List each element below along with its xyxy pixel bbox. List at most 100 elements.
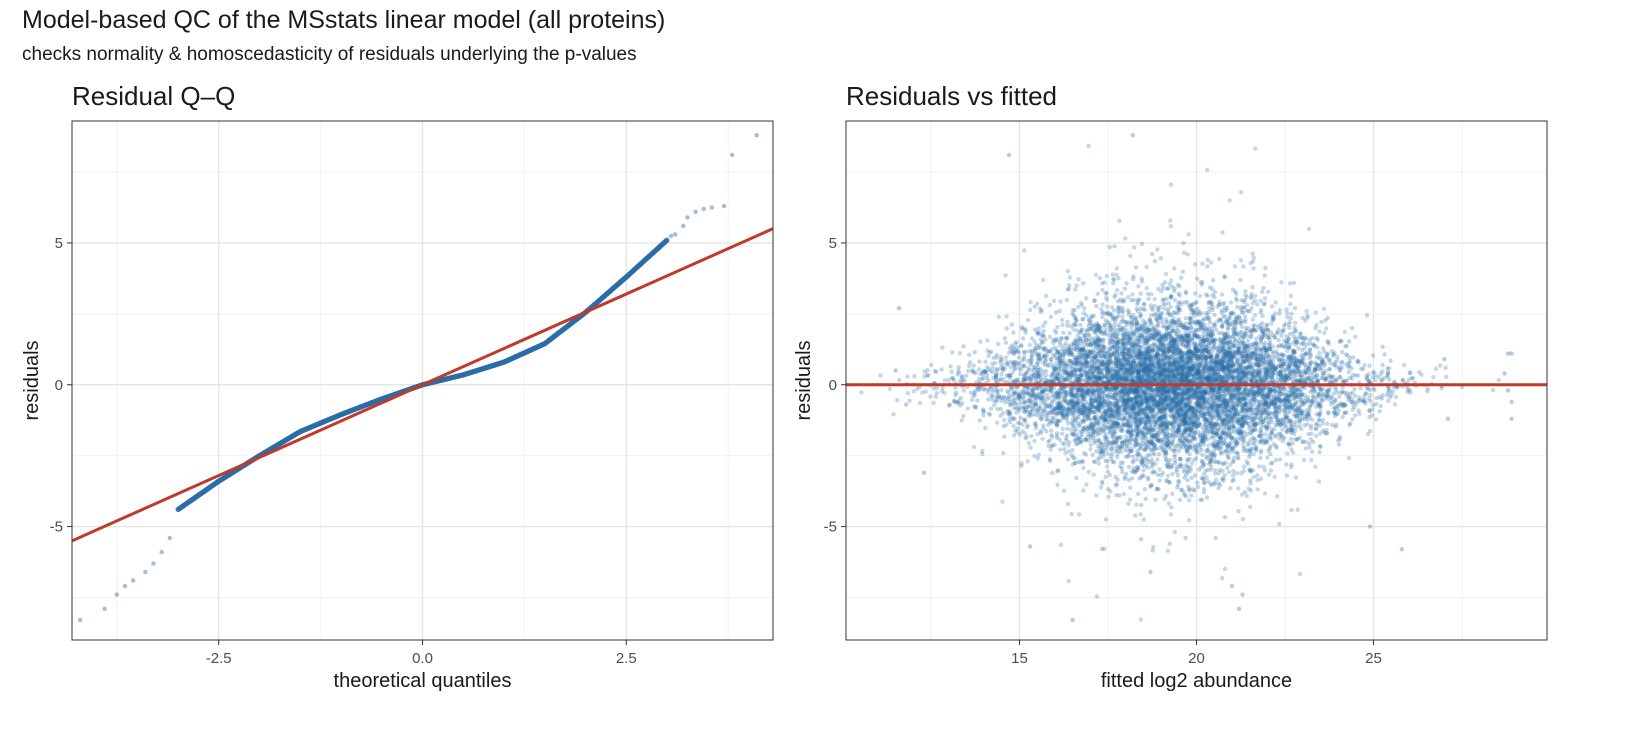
- rf-point: [1251, 266, 1256, 271]
- rf-point: [1189, 438, 1195, 443]
- rf-point: [1226, 323, 1232, 328]
- rf-point: [1184, 344, 1189, 349]
- rf-point: [1095, 377, 1101, 382]
- rf-point: [1041, 277, 1046, 283]
- rf-point: [1197, 445, 1203, 450]
- rf-point: [1220, 576, 1225, 581]
- rf-point: [1286, 344, 1291, 350]
- rf-point: [1154, 330, 1159, 336]
- rf-point: [1241, 395, 1246, 401]
- rf-point: [1183, 443, 1188, 448]
- rf-point: [1206, 375, 1212, 381]
- rf-point: [1172, 386, 1178, 391]
- rf-point: [1187, 396, 1192, 401]
- rf-point: [1022, 364, 1027, 369]
- rf-point: [1187, 487, 1193, 492]
- rf-point: [1083, 405, 1088, 411]
- rf-point: [1225, 369, 1231, 374]
- rf-point: [1054, 347, 1059, 353]
- rf-point: [1159, 316, 1164, 321]
- rf-point: [1184, 365, 1190, 371]
- rf-point: [1291, 360, 1296, 365]
- rf-point: [1258, 379, 1264, 385]
- rf-point: [1157, 315, 1163, 320]
- rf-point: [1211, 378, 1216, 383]
- rf-point: [1176, 370, 1182, 375]
- rf-point: [1249, 355, 1254, 360]
- rf-point: [1035, 374, 1041, 380]
- rf-point: [1136, 374, 1141, 379]
- rf-point: [1126, 418, 1131, 424]
- rf-point: [1128, 338, 1134, 343]
- rf-point: [1193, 448, 1199, 453]
- rf-point: [982, 369, 988, 374]
- rf-point: [1222, 374, 1227, 380]
- rf-point: [1240, 369, 1246, 374]
- rf-point: [1175, 410, 1180, 415]
- rf-point: [1225, 363, 1231, 368]
- rf-point: [952, 398, 957, 404]
- rf-point: [1196, 388, 1201, 393]
- rf-point: [1245, 353, 1250, 358]
- rf-point: [1072, 438, 1077, 443]
- rf-point: [1212, 393, 1218, 399]
- rf-point: [1227, 364, 1233, 369]
- rf-point: [1025, 425, 1030, 430]
- rf-point: [1234, 314, 1240, 320]
- rf-point: [1185, 340, 1190, 346]
- rf-point: [1241, 396, 1246, 401]
- rf-point: [1137, 356, 1142, 361]
- rf-point: [1102, 410, 1108, 415]
- rf-point: [1171, 361, 1176, 366]
- rf-point: [1197, 364, 1202, 369]
- rf-point: [1200, 333, 1205, 339]
- rf-point: [1060, 404, 1066, 409]
- rf-point: [1341, 390, 1347, 395]
- rf-point: [1130, 378, 1136, 383]
- rf-point: [1129, 396, 1135, 401]
- rf-point: [1167, 389, 1172, 394]
- rf-point: [994, 420, 1000, 425]
- rf-point: [1256, 363, 1262, 368]
- rf-point: [1258, 455, 1263, 461]
- rf-point: [1195, 389, 1200, 394]
- rf-point: [1085, 391, 1090, 396]
- rf-point: [1194, 392, 1199, 398]
- rf-point: [1085, 408, 1091, 413]
- rf-point: [1098, 375, 1103, 381]
- rf-point: [1216, 394, 1222, 400]
- rf-point: [1214, 353, 1220, 358]
- rf-point: [1102, 363, 1108, 368]
- rf-point: [1258, 378, 1263, 383]
- rf-point: [1228, 338, 1233, 343]
- rf-point: [1061, 377, 1067, 382]
- rf-point: [1088, 398, 1094, 403]
- rf-point: [1064, 392, 1070, 398]
- rf-point: [1235, 419, 1240, 424]
- rf-point: [1366, 379, 1371, 384]
- rf-point: [1195, 319, 1201, 325]
- rf-point: [1108, 359, 1114, 364]
- rf-point: [1280, 352, 1286, 358]
- rf-point: [1072, 405, 1078, 410]
- rf-point: [1147, 385, 1152, 391]
- rf-point: [1199, 438, 1204, 443]
- rf-point: [1225, 325, 1231, 331]
- rf-point: [1166, 501, 1172, 506]
- rf-point: [1282, 423, 1288, 428]
- rf-point: [1295, 387, 1300, 392]
- rf-point: [1289, 427, 1294, 432]
- rf-point: [1208, 457, 1213, 462]
- rf-point: [1121, 338, 1126, 343]
- rf-point: [1238, 417, 1244, 422]
- rf-point: [1178, 410, 1184, 415]
- rf-point: [1345, 353, 1350, 358]
- rf-point: [1129, 354, 1134, 359]
- rf-point: [1305, 410, 1310, 416]
- rf-point: [1149, 374, 1155, 379]
- rf-point: [1269, 399, 1274, 404]
- rf-point: [1069, 392, 1074, 397]
- rf-point: [1077, 379, 1083, 384]
- rf-point: [1177, 347, 1183, 352]
